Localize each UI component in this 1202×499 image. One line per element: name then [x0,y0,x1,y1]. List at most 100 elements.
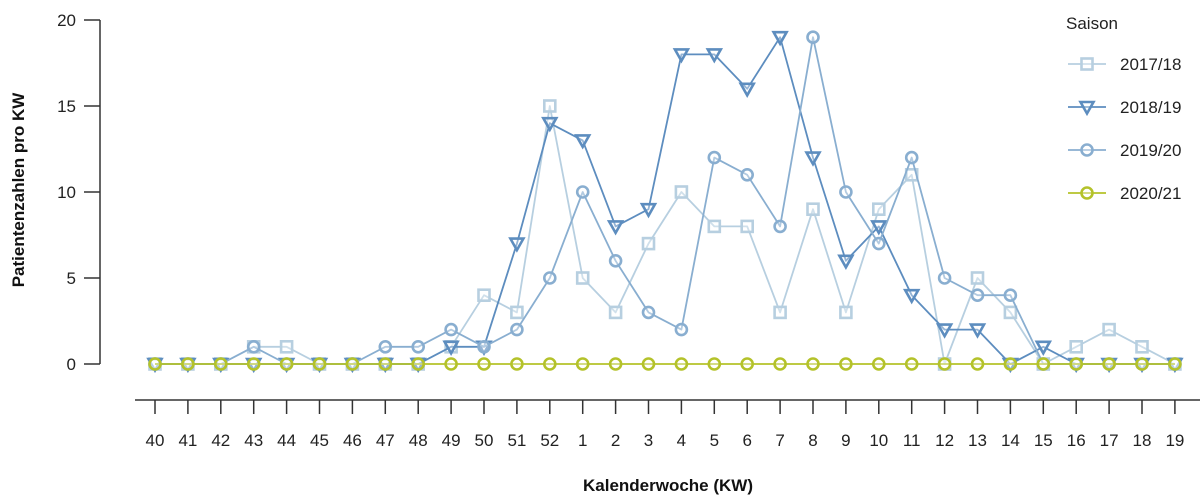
data-point [1034,340,1053,356]
data-point [806,357,820,371]
data-point [608,357,623,371]
data-point [477,339,491,354]
y-tick-label: 10 [57,183,76,202]
data-point [1003,357,1018,371]
data-point [411,357,426,371]
legend-item: 2018/19 [1068,98,1181,117]
data-point [510,305,524,320]
y-tick-label: 15 [57,97,76,116]
legend-item: 2020/21 [1068,184,1181,203]
data-point [542,357,557,371]
data-point [1069,357,1083,371]
data-point [378,339,393,354]
legend: Saison 2017/18 2018/19 2019/20 2020/21 [1066,14,1181,203]
data-point [279,339,294,354]
legend-label: 2018/19 [1120,98,1181,117]
data-point [1102,357,1116,371]
data-point [378,357,393,371]
data-point [575,185,590,199]
data-point [444,322,458,337]
x-tick-label: 1 [578,431,587,450]
data-point [740,357,755,371]
data-point [641,357,656,371]
data-point [937,357,952,371]
series-line [155,36,1175,365]
x-tick-label: 47 [376,431,395,450]
x-tick-label: 5 [710,431,719,450]
data-point [575,357,590,371]
data-point [148,357,162,371]
data-point [674,357,689,371]
x-tick-label: 10 [869,431,888,450]
data-point [937,271,952,285]
x-tick-label: 40 [146,431,165,450]
data-point [575,271,590,285]
x-tick-label: 45 [310,431,329,450]
data-point [477,288,491,303]
series-2020-21 [148,357,1182,371]
x-axis-title: Kalenderwoche (KW) [583,476,753,495]
data-point [839,185,853,199]
data-point [442,340,460,356]
data-point [508,237,526,253]
x-tick-label: 11 [903,431,921,450]
data-point [641,236,656,251]
data-point [935,323,954,339]
x-tick-label: 18 [1133,431,1152,450]
data-point [968,323,987,339]
data-point [740,219,755,234]
data-point [542,99,557,113]
data-point [541,116,559,133]
series-2019-20 [148,30,1182,371]
data-point [839,305,853,320]
data-point [510,357,524,371]
x-tick-label: 7 [775,431,784,450]
data-point [608,305,623,320]
data-point [444,357,458,371]
data-point [246,357,261,371]
series-line [155,105,1176,365]
legend-marker [1078,100,1096,117]
data-point [477,357,491,371]
data-point [641,305,656,320]
data-point [1102,322,1116,337]
y-tick-label: 5 [67,269,76,288]
data-point [707,357,722,371]
data-point [773,357,787,371]
legend-label: 2017/18 [1120,55,1181,74]
x-tick-label: 6 [742,431,751,450]
data-point [871,357,886,371]
data-point [1003,288,1018,303]
data-point [837,254,855,270]
data-point [904,150,919,165]
data-point [904,357,919,371]
y-tick-label: 0 [67,355,76,374]
legend-item: 2019/20 [1068,141,1181,160]
x-tick-label: 43 [244,431,263,450]
x-tick-label: 41 [178,431,197,450]
data-point [672,48,691,64]
x-tick-label: 50 [475,431,494,450]
data-point [871,236,886,251]
data-point [970,357,985,371]
legend-marker [1080,186,1094,200]
data-point [674,322,689,337]
legend-label: 2020/21 [1120,184,1181,203]
legend-marker [1080,143,1094,157]
data-point [870,220,888,236]
data-point [806,202,820,216]
data-point [573,134,592,150]
data-point [411,339,426,354]
x-tick-label: 42 [211,431,230,450]
data-point [606,220,625,236]
x-tick-label: 17 [1100,431,1119,450]
data-point [705,48,724,64]
data-point [773,219,787,234]
data-point [871,202,886,216]
series-2018-19 [146,30,1184,374]
y-tick-label: 20 [57,11,76,30]
data-point [738,82,756,98]
data-point [839,357,853,371]
data-point [279,357,294,371]
